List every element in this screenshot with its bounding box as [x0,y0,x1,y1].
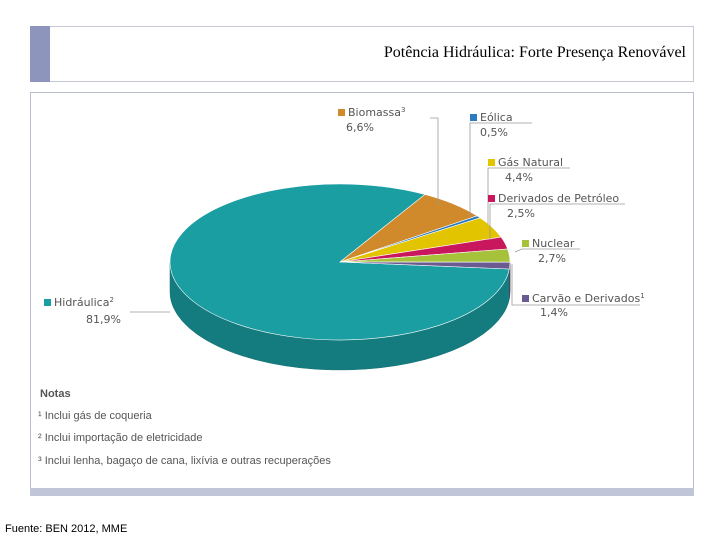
source-note: Fuente: BEN 2012, MME [5,523,128,535]
legend-swatch-g-s-natural [488,159,495,166]
legend-swatch-e-lica [470,114,477,121]
leader-line-biomassa [430,117,439,205]
slice-value-g-s-natural: 4,4% [505,171,533,184]
notes-title: Notas [40,388,71,400]
slice-value-hidr-ulica: 81,9% [86,313,121,326]
slice-value-carv-o-e-derivados: 1,4% [540,306,568,319]
slice-label-biomassa: Biomassa3 [348,106,405,119]
leader-line-nuclear [514,248,580,253]
legend-swatch-hidr-ulica [44,299,51,306]
slice-label-carv-o-e-derivados: Carvão e Derivados1 [532,292,645,305]
slice-value-e-lica: 0,5% [480,126,508,139]
slice-label-e-lica: Eólica [480,111,513,124]
leader-line-e-lica [469,122,532,216]
title-band [30,26,694,82]
slice-label-g-s-natural: Gás Natural [498,156,563,169]
note-1: ¹ Inclui gás de coqueria [38,410,152,422]
chart-frame-bottom-bar [30,488,694,496]
legend-swatch-carv-o-e-derivados [522,295,529,302]
leader-line-carv-o-e-derivados [511,264,640,306]
slice-value-biomassa: 6,6% [346,121,374,134]
legend-swatch-nuclear [522,240,529,247]
slice-value-derivados-de-petr-leo: 2,5% [507,207,535,220]
note-3: ³ Inclui lenha, bagaço de cana, lixívia … [38,455,331,467]
slice-label-nuclear: Nuclear [532,237,575,250]
slide-title: Potência Hidráulica: Forte Presença Reno… [383,44,686,61]
legend-swatch-derivados-de-petr-leo [488,195,495,202]
legend-swatch-biomassa [338,109,345,116]
slice-value-nuclear: 2,7% [538,252,566,265]
leader-line-g-s-natural [487,167,570,225]
note-2: ² Inclui importação de eletricidade [38,432,203,444]
pie-slice-hidr-ulica [169,183,510,341]
leader-line-derivados-de-petr-leo [489,203,625,240]
pie-slice-carv-o-e-derivados [339,261,511,270]
title-accent-bar [30,26,50,82]
slice-label-derivados-de-petr-leo: Derivados de Petróleo [498,192,619,205]
slice-label-hidr-ulica: Hidráulica2 [54,296,114,309]
